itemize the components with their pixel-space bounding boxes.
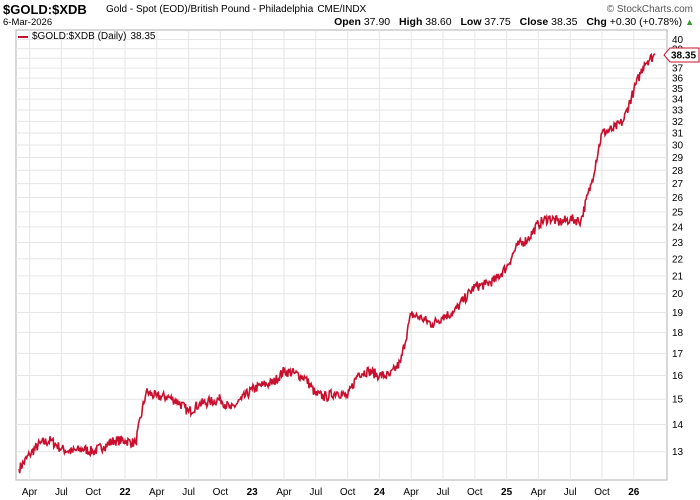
up-arrow-icon: ▲	[685, 17, 694, 27]
x-tick-label: Jul	[55, 487, 68, 498]
y-tick-label: 13	[672, 447, 684, 458]
y-tick-label: 21	[672, 271, 684, 282]
x-tick-label: Oct	[340, 487, 356, 498]
low-label: Low	[460, 16, 482, 28]
y-tick-label: 14	[672, 420, 684, 431]
x-tick-label: Apr	[276, 487, 292, 498]
chg-label: Chg	[586, 16, 607, 28]
y-tick-label: 35	[672, 84, 684, 95]
open-label: Open	[334, 16, 361, 28]
x-tick-label: Apr	[531, 487, 547, 498]
x-tick-label: Jul	[182, 487, 195, 498]
x-tick-label: Jul	[564, 487, 577, 498]
y-tick-label: 17	[672, 349, 684, 360]
y-tick-label: 28	[672, 166, 684, 177]
y-tick-label: 30	[672, 141, 684, 152]
x-tick-label: Apr	[403, 487, 419, 498]
y-tick-label: 18	[672, 328, 684, 339]
description-text: Gold - Spot (EOD)/British Pound - Philad…	[106, 4, 314, 15]
symbol-description: Gold - Spot (EOD)/British Pound - Philad…	[106, 4, 366, 15]
y-tick-label: 23	[672, 238, 684, 249]
chart-date: 6-Mar-2026	[3, 17, 53, 28]
x-tick-label: Jul	[437, 487, 450, 498]
symbol-title: $GOLD:$XDB	[3, 2, 87, 17]
last-price-tag-shape	[663, 47, 700, 63]
y-tick-label: 34	[672, 95, 684, 106]
y-axis: 1314151617181920212223242526272829303132…	[672, 35, 684, 458]
x-tick-label: Apr	[22, 487, 38, 498]
x-tick-label: Oct	[467, 487, 483, 498]
x-axis: Apr Jul Oct 22 Apr Jul Oct 23 Apr Jul Oct 24 Apr Jul O…	[22, 487, 640, 498]
y-tick-label: 27	[672, 179, 684, 190]
y-tick-label: 22	[672, 254, 684, 265]
series-line	[18, 52, 656, 474]
y-tick-label: 24	[672, 222, 684, 233]
y-tick-label: 40	[672, 35, 684, 46]
grid-lines	[16, 30, 667, 480]
legend-swatch	[18, 35, 28, 38]
y-tick-label: 25	[672, 207, 684, 218]
legend-value: 38.35	[130, 31, 156, 42]
y-tick-label: 20	[672, 289, 684, 300]
y-tick-label: 19	[672, 308, 684, 319]
x-tick-label: 23	[247, 487, 259, 498]
close-value: 38.35	[551, 16, 578, 28]
ohlc-readout: Open 37.90 High 38.60 Low 37.75 Close 38…	[328, 16, 694, 28]
legend: $GOLD:$XDB (Daily) 38.35	[18, 31, 156, 42]
high-value: 38.60	[425, 16, 452, 28]
x-tick-label: Oct	[594, 487, 610, 498]
plot-area	[15, 29, 668, 481]
chg-value: +0.30 (+0.78%)	[609, 16, 683, 28]
x-tick-label: 24	[374, 487, 386, 498]
y-tick-label: 15	[672, 395, 684, 406]
y-tick-label: 32	[672, 117, 684, 128]
brand-watermark: © StockCharts.com	[606, 4, 693, 15]
y-tick-label: 33	[672, 106, 684, 117]
exchange-label: CME/INDX	[317, 4, 367, 15]
x-tick-label: Jul	[309, 487, 322, 498]
y-tick-label: 36	[672, 74, 684, 85]
x-tick-label: Oct	[85, 487, 101, 498]
x-tick-label: Oct	[213, 487, 229, 498]
open-value: 37.90	[363, 16, 391, 28]
close-label: Close	[519, 16, 549, 28]
y-tick-label: 29	[672, 153, 684, 164]
y-tick-label: 31	[672, 128, 684, 139]
high-label: High	[399, 16, 423, 28]
x-tick-label: 22	[119, 487, 131, 498]
y-tick-label: 16	[672, 371, 684, 382]
x-tick-label: 26	[628, 487, 640, 498]
last-price-tag: 38.35	[663, 47, 700, 63]
x-tick-label: 25	[501, 487, 513, 498]
y-tick-label: 37	[672, 64, 684, 75]
y-tick-label: 26	[672, 193, 684, 204]
legend-label: $GOLD:$XDB (Daily)	[32, 31, 127, 42]
x-tick-label: Apr	[149, 487, 165, 498]
last-price-tag-text: 38.35	[671, 50, 696, 61]
low-value: 37.75	[484, 16, 511, 28]
chart-header: $GOLD:$XDB Gold - Spot (EOD)/British Pou…	[3, 2, 697, 17]
